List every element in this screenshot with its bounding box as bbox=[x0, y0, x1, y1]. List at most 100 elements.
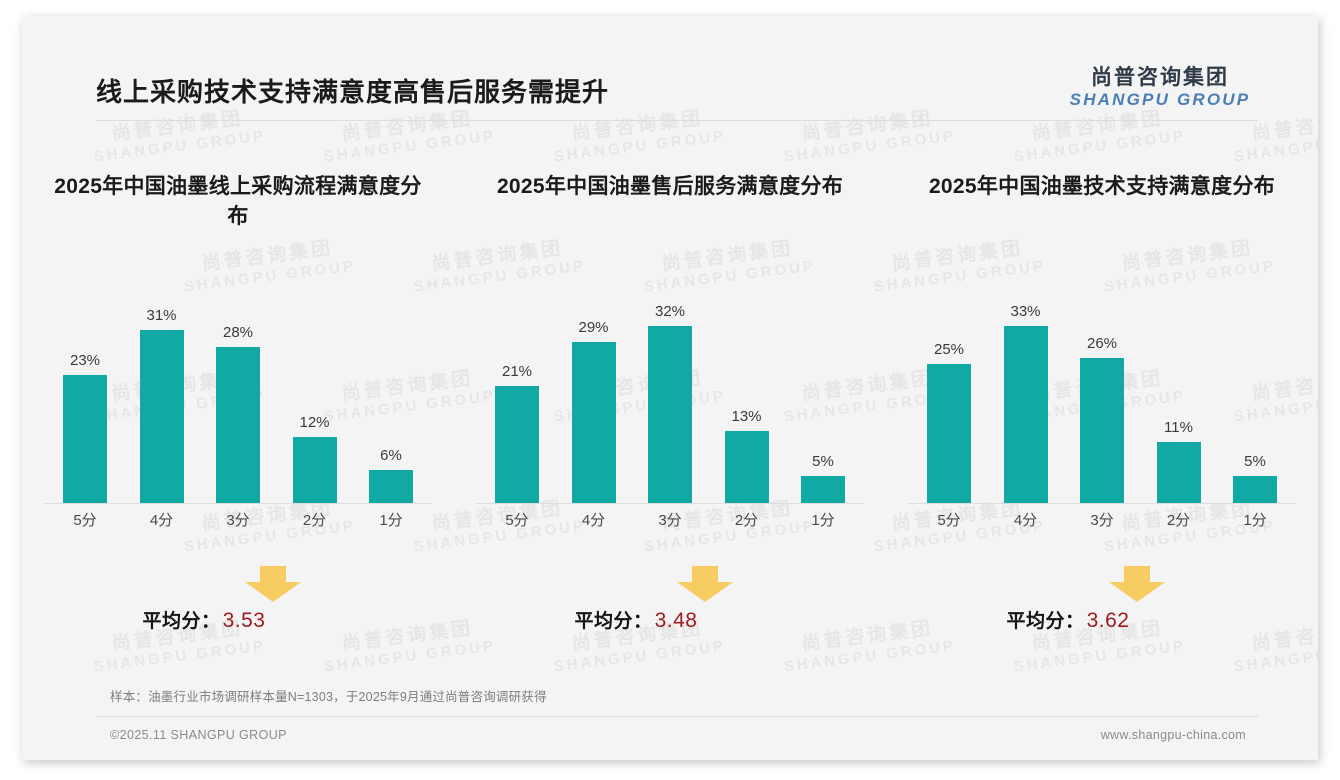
bar-value-label: 21% bbox=[501, 363, 533, 380]
website-url[interactable]: www.shangpu-china.com bbox=[1100, 728, 1246, 742]
bar-column[interactable]: 5% bbox=[1224, 304, 1286, 504]
bar-column[interactable]: 33% bbox=[995, 304, 1057, 504]
bar-value-label: 25% bbox=[933, 341, 965, 358]
bar-rect[interactable] bbox=[571, 342, 616, 504]
x-tick-label: 4分 bbox=[149, 512, 174, 529]
bar-column[interactable]: 6% bbox=[360, 304, 422, 504]
bar-column[interactable]: 29% bbox=[563, 304, 625, 504]
bar-column[interactable]: 28% bbox=[207, 304, 269, 504]
bar-rect[interactable] bbox=[369, 470, 413, 504]
x-tick-label: 5分 bbox=[937, 512, 961, 529]
x-tick-label: 1分 bbox=[1243, 512, 1267, 529]
plot-area: 25% 33% 26% 11% 5% 5分 4分 3分 2分 1分 bbox=[904, 294, 1300, 534]
plot-area: 21% 29% 32% 13% 5% 5分 4分 3分 2分 1分 bbox=[472, 294, 868, 534]
bar-rect[interactable] bbox=[927, 364, 971, 504]
average-score-value: 3.48 bbox=[654, 609, 698, 632]
bar-column[interactable]: 13% bbox=[716, 304, 778, 504]
footer-divider bbox=[96, 716, 1258, 717]
brand-logo: 尚普咨询集团 SHANGPU GROUP bbox=[1060, 66, 1260, 110]
arrow-down-icon bbox=[1108, 564, 1166, 609]
slide-card: 尚普咨询集团 SHANGPU GROUP 尚普咨询集团 SHANGPU GROUP 尚普… bbox=[22, 16, 1318, 760]
logo-english-text: SHANGPU GROUP bbox=[1069, 90, 1251, 110]
bar-column[interactable]: 5% bbox=[792, 304, 854, 504]
chart-panel-2: 2025年中国油墨售后服务满意度分布 21% 29% 32% 13% 5% 5分 4分 3分 2分… bbox=[454, 146, 886, 666]
average-score: 平均分：3.48 bbox=[575, 606, 698, 633]
bar-value-label: 12% bbox=[299, 414, 330, 431]
bar-rect[interactable] bbox=[292, 437, 337, 504]
chart-panel-1: 2025年中国油墨线上采购流程满意度分布 23% 31% 28% 12% 6% 5分 4分 3分… bbox=[22, 146, 454, 666]
bar-value-label: 29% bbox=[578, 319, 609, 336]
average-score-value: 3.53 bbox=[222, 609, 266, 632]
x-axis-line bbox=[476, 503, 864, 504]
x-axis-line bbox=[908, 503, 1296, 504]
bar-column[interactable]: 11% bbox=[1148, 304, 1210, 504]
bar-column[interactable]: 26% bbox=[1071, 304, 1133, 504]
bar-value-label: 23% bbox=[69, 352, 101, 369]
arrow-down-icon bbox=[244, 564, 302, 609]
charts-row: 2025年中国油墨线上采购流程满意度分布 23% 31% 28% 12% 6% 5分 4分 3分… bbox=[22, 146, 1318, 666]
x-tick-label: 5分 bbox=[505, 512, 529, 529]
chart-title: 2025年中国油墨线上采购流程满意度分布 bbox=[54, 175, 422, 228]
header-divider bbox=[96, 120, 1258, 121]
x-axis-tick-labels: 5分 4分 3分 2分 1分 bbox=[40, 508, 436, 534]
x-axis-tick-labels: 5分 4分 3分 2分 1分 bbox=[472, 508, 868, 534]
bar-rect[interactable] bbox=[139, 330, 184, 504]
logo-chinese-text: 尚普咨询集团 bbox=[1091, 66, 1229, 89]
bar-series: 23% 31% 28% 12% 6% bbox=[40, 304, 436, 504]
bar-value-label: 33% bbox=[1010, 303, 1041, 320]
chart-panel-3: 2025年中国油墨技术支持满意度分布 25% 33% 26% 11% 5% 5分 4分 3分 2分… bbox=[886, 146, 1318, 666]
page-title: 线上采购技术支持满意度高售后服务需提升 bbox=[96, 77, 610, 107]
bar-value-label: 6% bbox=[380, 447, 402, 464]
bar-rect[interactable] bbox=[648, 326, 692, 504]
x-axis-line bbox=[44, 503, 432, 504]
bar-value-label: 28% bbox=[222, 324, 254, 341]
bar-column[interactable]: 23% bbox=[54, 304, 116, 504]
bar-value-label: 5% bbox=[1244, 453, 1266, 470]
bar-rect[interactable] bbox=[1233, 476, 1277, 504]
bar-value-label: 11% bbox=[1164, 419, 1193, 436]
average-score-value: 3.62 bbox=[1086, 609, 1130, 632]
copyright-text: ©2025.11 SHANGPU GROUP bbox=[110, 728, 287, 742]
average-score: 平均分：3.53 bbox=[143, 606, 266, 633]
bar-rect[interactable] bbox=[801, 476, 845, 504]
x-tick-label: 2分 bbox=[1166, 512, 1191, 529]
bar-column[interactable]: 31% bbox=[131, 304, 193, 504]
bar-column[interactable]: 25% bbox=[918, 304, 980, 504]
bar-series: 21% 29% 32% 13% 5% bbox=[472, 304, 868, 504]
arrow-down-icon bbox=[676, 564, 734, 609]
average-score-label: 平均分： bbox=[142, 611, 221, 632]
x-tick-label: 1分 bbox=[811, 512, 835, 529]
bar-column[interactable]: 32% bbox=[639, 304, 701, 504]
bar-value-label: 26% bbox=[1086, 335, 1118, 352]
x-tick-label: 3分 bbox=[658, 512, 682, 529]
bar-series: 25% 33% 26% 11% 5% bbox=[904, 304, 1300, 504]
x-tick-label: 3分 bbox=[1090, 512, 1114, 529]
bar-rect[interactable] bbox=[216, 347, 260, 504]
plot-area: 23% 31% 28% 12% 6% 5分 4分 3分 2分 1分 bbox=[40, 294, 436, 534]
slide-header: 线上采购技术支持满意度高售后服务需提升 尚普咨询集团 SHANGPU GROUP bbox=[22, 16, 1318, 120]
chart-title: 2025年中国油墨技术支持满意度分布 bbox=[928, 175, 1276, 198]
average-score-label: 平均分： bbox=[574, 611, 653, 632]
bar-column[interactable]: 21% bbox=[486, 304, 548, 504]
x-tick-label: 3分 bbox=[226, 512, 250, 529]
x-tick-label: 2分 bbox=[734, 512, 759, 529]
bar-value-label: 32% bbox=[654, 303, 686, 320]
bar-rect[interactable] bbox=[495, 386, 539, 504]
bar-rect[interactable] bbox=[724, 431, 769, 504]
x-tick-label: 4分 bbox=[1013, 512, 1038, 529]
bar-value-label: 5% bbox=[812, 453, 834, 470]
chart-title: 2025年中国油墨售后服务满意度分布 bbox=[496, 175, 844, 198]
bar-rect[interactable] bbox=[1003, 326, 1048, 504]
source-note: 样本：油墨行业市场调研样本量N=1303，于2025年9月通过尚普咨询调研获得 bbox=[110, 690, 547, 704]
x-tick-label: 5分 bbox=[73, 512, 97, 529]
average-score-label: 平均分： bbox=[1006, 611, 1085, 632]
x-axis-tick-labels: 5分 4分 3分 2分 1分 bbox=[904, 508, 1300, 534]
bar-value-label: 13% bbox=[731, 408, 762, 425]
bar-value-label: 31% bbox=[146, 307, 177, 324]
x-tick-label: 2分 bbox=[302, 512, 327, 529]
bar-rect[interactable] bbox=[1080, 358, 1124, 504]
bar-column[interactable]: 12% bbox=[284, 304, 346, 504]
bar-rect[interactable] bbox=[1156, 442, 1201, 504]
x-tick-label: 1分 bbox=[379, 512, 403, 529]
bar-rect[interactable] bbox=[63, 375, 107, 504]
